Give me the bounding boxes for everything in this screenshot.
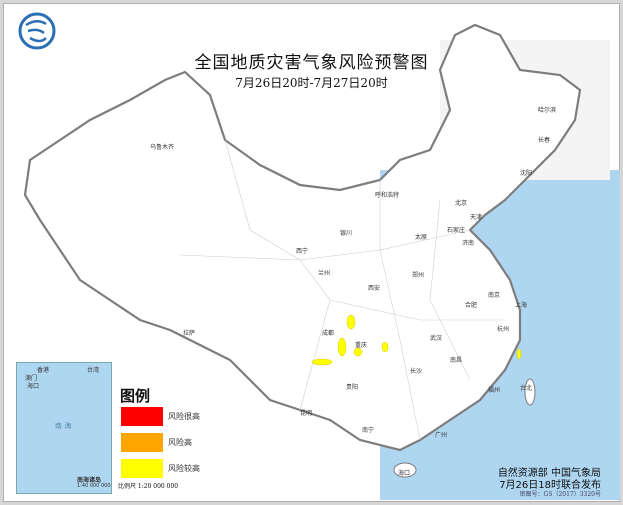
inset-label: 香港 [37,367,50,374]
inset-islands-label: 南海诸岛 [77,477,102,484]
city-label: 台北 [520,385,533,392]
inset-sea-label: 南 海 [55,422,72,430]
city-label: 西安 [368,285,381,292]
city-label: 南宁 [362,427,375,434]
city-label: 呼和浩特 [375,192,400,199]
city-label: 杭州 [497,326,510,333]
city-label: 银川 [340,230,353,237]
city-label: 乌鲁木齐 [150,144,175,151]
city-label: 广州 [435,432,448,439]
logo [18,12,56,50]
city-label: 海口 [398,470,411,477]
risk-area [337,337,347,357]
inset-label: 台湾 [87,367,100,374]
legend-label: 风险高 [168,438,192,447]
legend-title: 图例 [120,387,151,405]
city-label: 南昌 [450,357,463,364]
map-title: 全国地质灾害气象风险预警图 [194,53,429,73]
city-label: 哈尔滨 [538,107,557,114]
legend-swatch-very-high [121,407,163,426]
city-label: 成都 [322,330,335,337]
city-label: 贵阳 [346,384,359,391]
risk-area [353,347,363,357]
city-label: 上海 [515,302,528,309]
issue-time: 7月26日18时联合发布 [499,480,601,491]
city-label: 福州 [488,387,501,394]
legend-swatch-relatively-high [121,459,163,478]
issuer: 自然资源部 中国气象局 [497,468,601,479]
taiwan [524,378,536,406]
approval-number: 审图号：GS（2017）3320号 [519,491,601,498]
risk-area [381,341,389,353]
city-label: 沈阳 [520,170,533,177]
hainan [393,462,417,478]
south-china-sea-inset: 南 海 香港 澳门 海口 台湾 南海诸岛 1:40 000 000 [16,362,112,494]
city-label: 西宁 [296,248,309,255]
city-label: 南京 [488,292,501,299]
map-time-range: 7月26日20时-7月27日20时 [235,76,388,90]
province-borders [179,139,505,441]
china-outline [23,23,582,452]
city-label: 重庆 [355,342,368,349]
legend-swatch-high [121,433,163,452]
city-label: 长春 [538,137,551,144]
risk-area [311,358,333,366]
city-label: 天津 [470,214,483,221]
city-label: 合肥 [465,302,478,309]
city-label: 郑州 [412,272,425,279]
inset-scale: 1:40 000 000 [77,483,111,489]
city-label: 兰州 [318,270,331,277]
city-label: 拉萨 [183,330,196,337]
city-label: 太原 [415,234,428,241]
city-label: 北京 [455,200,468,207]
legend-label: 风险很高 [168,412,200,421]
city-label: 昆明 [300,410,313,417]
inset-label: 澳门 [25,375,38,382]
legend-label: 风险较高 [168,464,200,473]
risk-areas-high [311,314,522,366]
inset-label: 海口 [27,383,40,390]
map-scale: 比例尺 1:20 000 000 [118,483,179,490]
city-label: 武汉 [430,335,443,342]
risk-area [516,348,522,360]
risk-area [346,314,356,330]
city-label: 济南 [462,240,475,247]
city-label: 长沙 [410,368,423,375]
city-label: 石家庄 [447,227,466,234]
